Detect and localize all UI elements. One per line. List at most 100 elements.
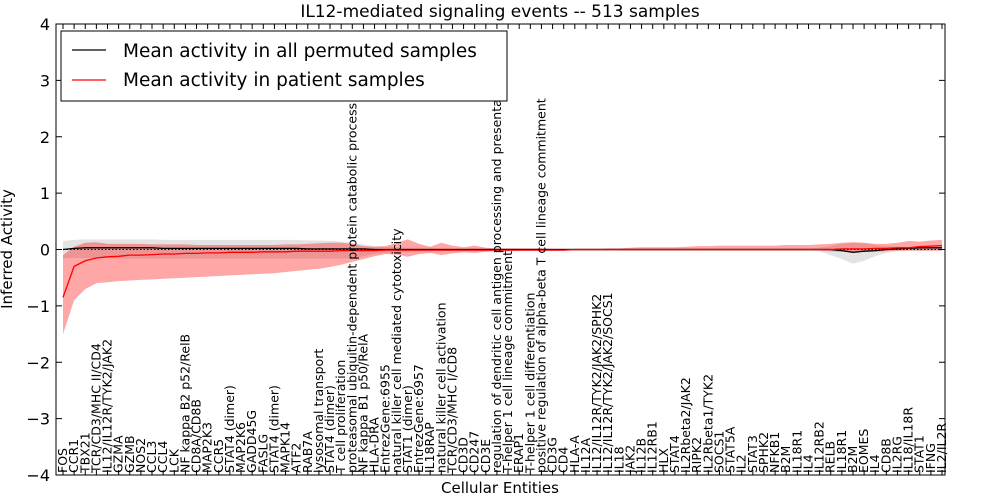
category-label: GADD45G <box>244 410 259 473</box>
category-label: SPHK2 <box>756 432 771 473</box>
category-label: JAK2 <box>623 445 638 474</box>
category-label: TBX21 <box>77 432 92 474</box>
category-label: IL18/IL18R <box>901 407 916 473</box>
category-label: CD3E <box>478 439 493 473</box>
category-label: T-helper 1 cell lineage commitment <box>500 251 515 474</box>
category-label: T cell proliferation <box>333 360 348 474</box>
legend-label-permuted: Mean activity in all permuted samples <box>123 41 477 62</box>
category-label: IL12A <box>578 437 593 473</box>
category-label: IL12/IL12R/TYK2/JAK2/SPHK2 <box>589 294 604 473</box>
category-label: CD3G <box>545 437 560 473</box>
category-label: IL12/IL12R/TYK2/JAK2/SOCS1 <box>600 292 615 473</box>
category-label: regulation of dendritic cell antigen pro… <box>489 75 504 473</box>
line-patient <box>62 244 943 298</box>
category-label: NFKB1 <box>767 432 782 473</box>
category-label: STAT1 (dimer) <box>400 385 415 473</box>
category-label: STAT4 <box>667 435 682 473</box>
legend-label-patient: Mean activity in patient samples <box>123 70 425 91</box>
category-label: CCR5 <box>211 439 226 473</box>
category-label: FASLG <box>255 434 270 473</box>
category-label: natural killer cell mediated cytotoxicit… <box>389 228 404 473</box>
category-label: IL18R1 <box>834 430 849 473</box>
y-tick-label: 3 <box>40 71 50 90</box>
category-label: IL18RAP <box>422 422 437 473</box>
category-label: TCR/CD3/MHC II/CD4 <box>88 343 103 474</box>
category-label: EOMES <box>856 429 871 473</box>
band-permuted <box>63 239 942 264</box>
category-label: lysosomal transport <box>311 349 326 473</box>
axis-ticks: −4 −3 −2 −1 0 1 2 3 4 <box>26 15 945 485</box>
legend-box <box>60 30 508 102</box>
category-label: IL12RB1 <box>645 421 660 473</box>
category-label: RAB7A <box>300 431 315 473</box>
category-label: HLX <box>656 448 671 473</box>
category-label: MAPK14 <box>278 422 293 473</box>
category-label: CD4 <box>556 447 571 473</box>
legend: Mean activity in all permuted samples Me… <box>60 30 508 102</box>
category-label: positive regulation of alpha-beta T cell… <box>533 98 548 473</box>
category-label: IL2/IL2R <box>934 423 949 473</box>
category-label: B2M <box>778 446 793 473</box>
category-label: IL4 <box>801 454 816 473</box>
category-label: IL4 <box>867 454 882 473</box>
category-label: SOCS1 <box>712 431 727 473</box>
category-label: CCL4 <box>155 441 170 473</box>
category-label: GZMB <box>122 435 137 473</box>
category-label: STAT4 (dimer) <box>266 385 281 473</box>
category-label: NF kappa B1 p50/RelA <box>355 333 370 473</box>
category-label: CCR1 <box>66 439 81 473</box>
y-tick-label: 1 <box>40 184 50 203</box>
category-label: STAT1 <box>912 435 927 473</box>
category-label: FOS <box>55 448 70 473</box>
chart-title: IL12-mediated signaling events -- 513 sa… <box>300 2 700 22</box>
y-tick-label: 2 <box>40 128 50 147</box>
category-label: ATF2 <box>289 443 304 473</box>
category-label: CD3D <box>456 437 471 473</box>
category-label: CD8B <box>878 438 893 473</box>
category-label: TCR/CD3/MHC I/CD8 <box>444 347 459 474</box>
category-label: IL18R1 <box>789 430 804 473</box>
y-tick-label: −2 <box>26 353 50 372</box>
category-label: MAP2K3 <box>200 422 215 473</box>
category-label: NF kappa B2 p52/RelB <box>177 334 192 473</box>
confidence-bands <box>63 239 942 335</box>
category-label: CD247 <box>467 431 482 473</box>
category-label: RELB <box>823 441 838 473</box>
category-label: IL2Rbeta2/JAK2 <box>678 377 693 473</box>
category-label: IFNG <box>923 443 938 473</box>
category-label: STAT5A <box>723 426 738 473</box>
category-label: EntrezGene:6957 <box>411 364 426 473</box>
series-lines <box>56 244 945 298</box>
category-label: HLA-A <box>567 435 582 473</box>
category-label: LCK <box>166 448 181 473</box>
category-label: EntrezGene:6955 <box>378 364 393 473</box>
category-label: MAP2K6 <box>233 422 248 473</box>
category-label: CD8A/CD8B <box>189 399 204 473</box>
y-tick-label: 0 <box>40 241 50 260</box>
category-label: IL12/IL12R/TYK2/JAK2 <box>100 339 115 473</box>
category-label: GZMA <box>111 435 126 473</box>
category-label: RIPK2 <box>689 437 704 473</box>
category-label: IL12RB2 <box>812 421 827 473</box>
category-label: CCL3 <box>144 441 159 473</box>
y-tick-label: −4 <box>26 466 50 485</box>
category-label: natural killer cell activation <box>433 302 448 473</box>
category-label: B2M <box>845 446 860 473</box>
category-label: STAT3 <box>745 435 760 473</box>
y-tick-label: −3 <box>26 410 50 429</box>
band-patient <box>63 239 942 335</box>
category-label: IL18 <box>611 446 626 473</box>
y-tick-label: 4 <box>40 15 50 34</box>
category-label: IL12B <box>634 438 649 473</box>
category-label: IL2Rbeta1/TYK2 <box>700 374 715 473</box>
category-label: IL2RG <box>890 436 905 473</box>
category-label: HLA-DRA <box>367 417 382 473</box>
category-label: ERAP1 <box>511 433 526 473</box>
category-label: STAT4 (dimer) <box>222 385 237 473</box>
y-tick-label: −1 <box>26 297 50 316</box>
category-label: STAT4 (dimer) <box>322 385 337 473</box>
x-axis-label: Cellular Entities <box>441 479 559 497</box>
category-label: IL2 <box>734 454 749 473</box>
